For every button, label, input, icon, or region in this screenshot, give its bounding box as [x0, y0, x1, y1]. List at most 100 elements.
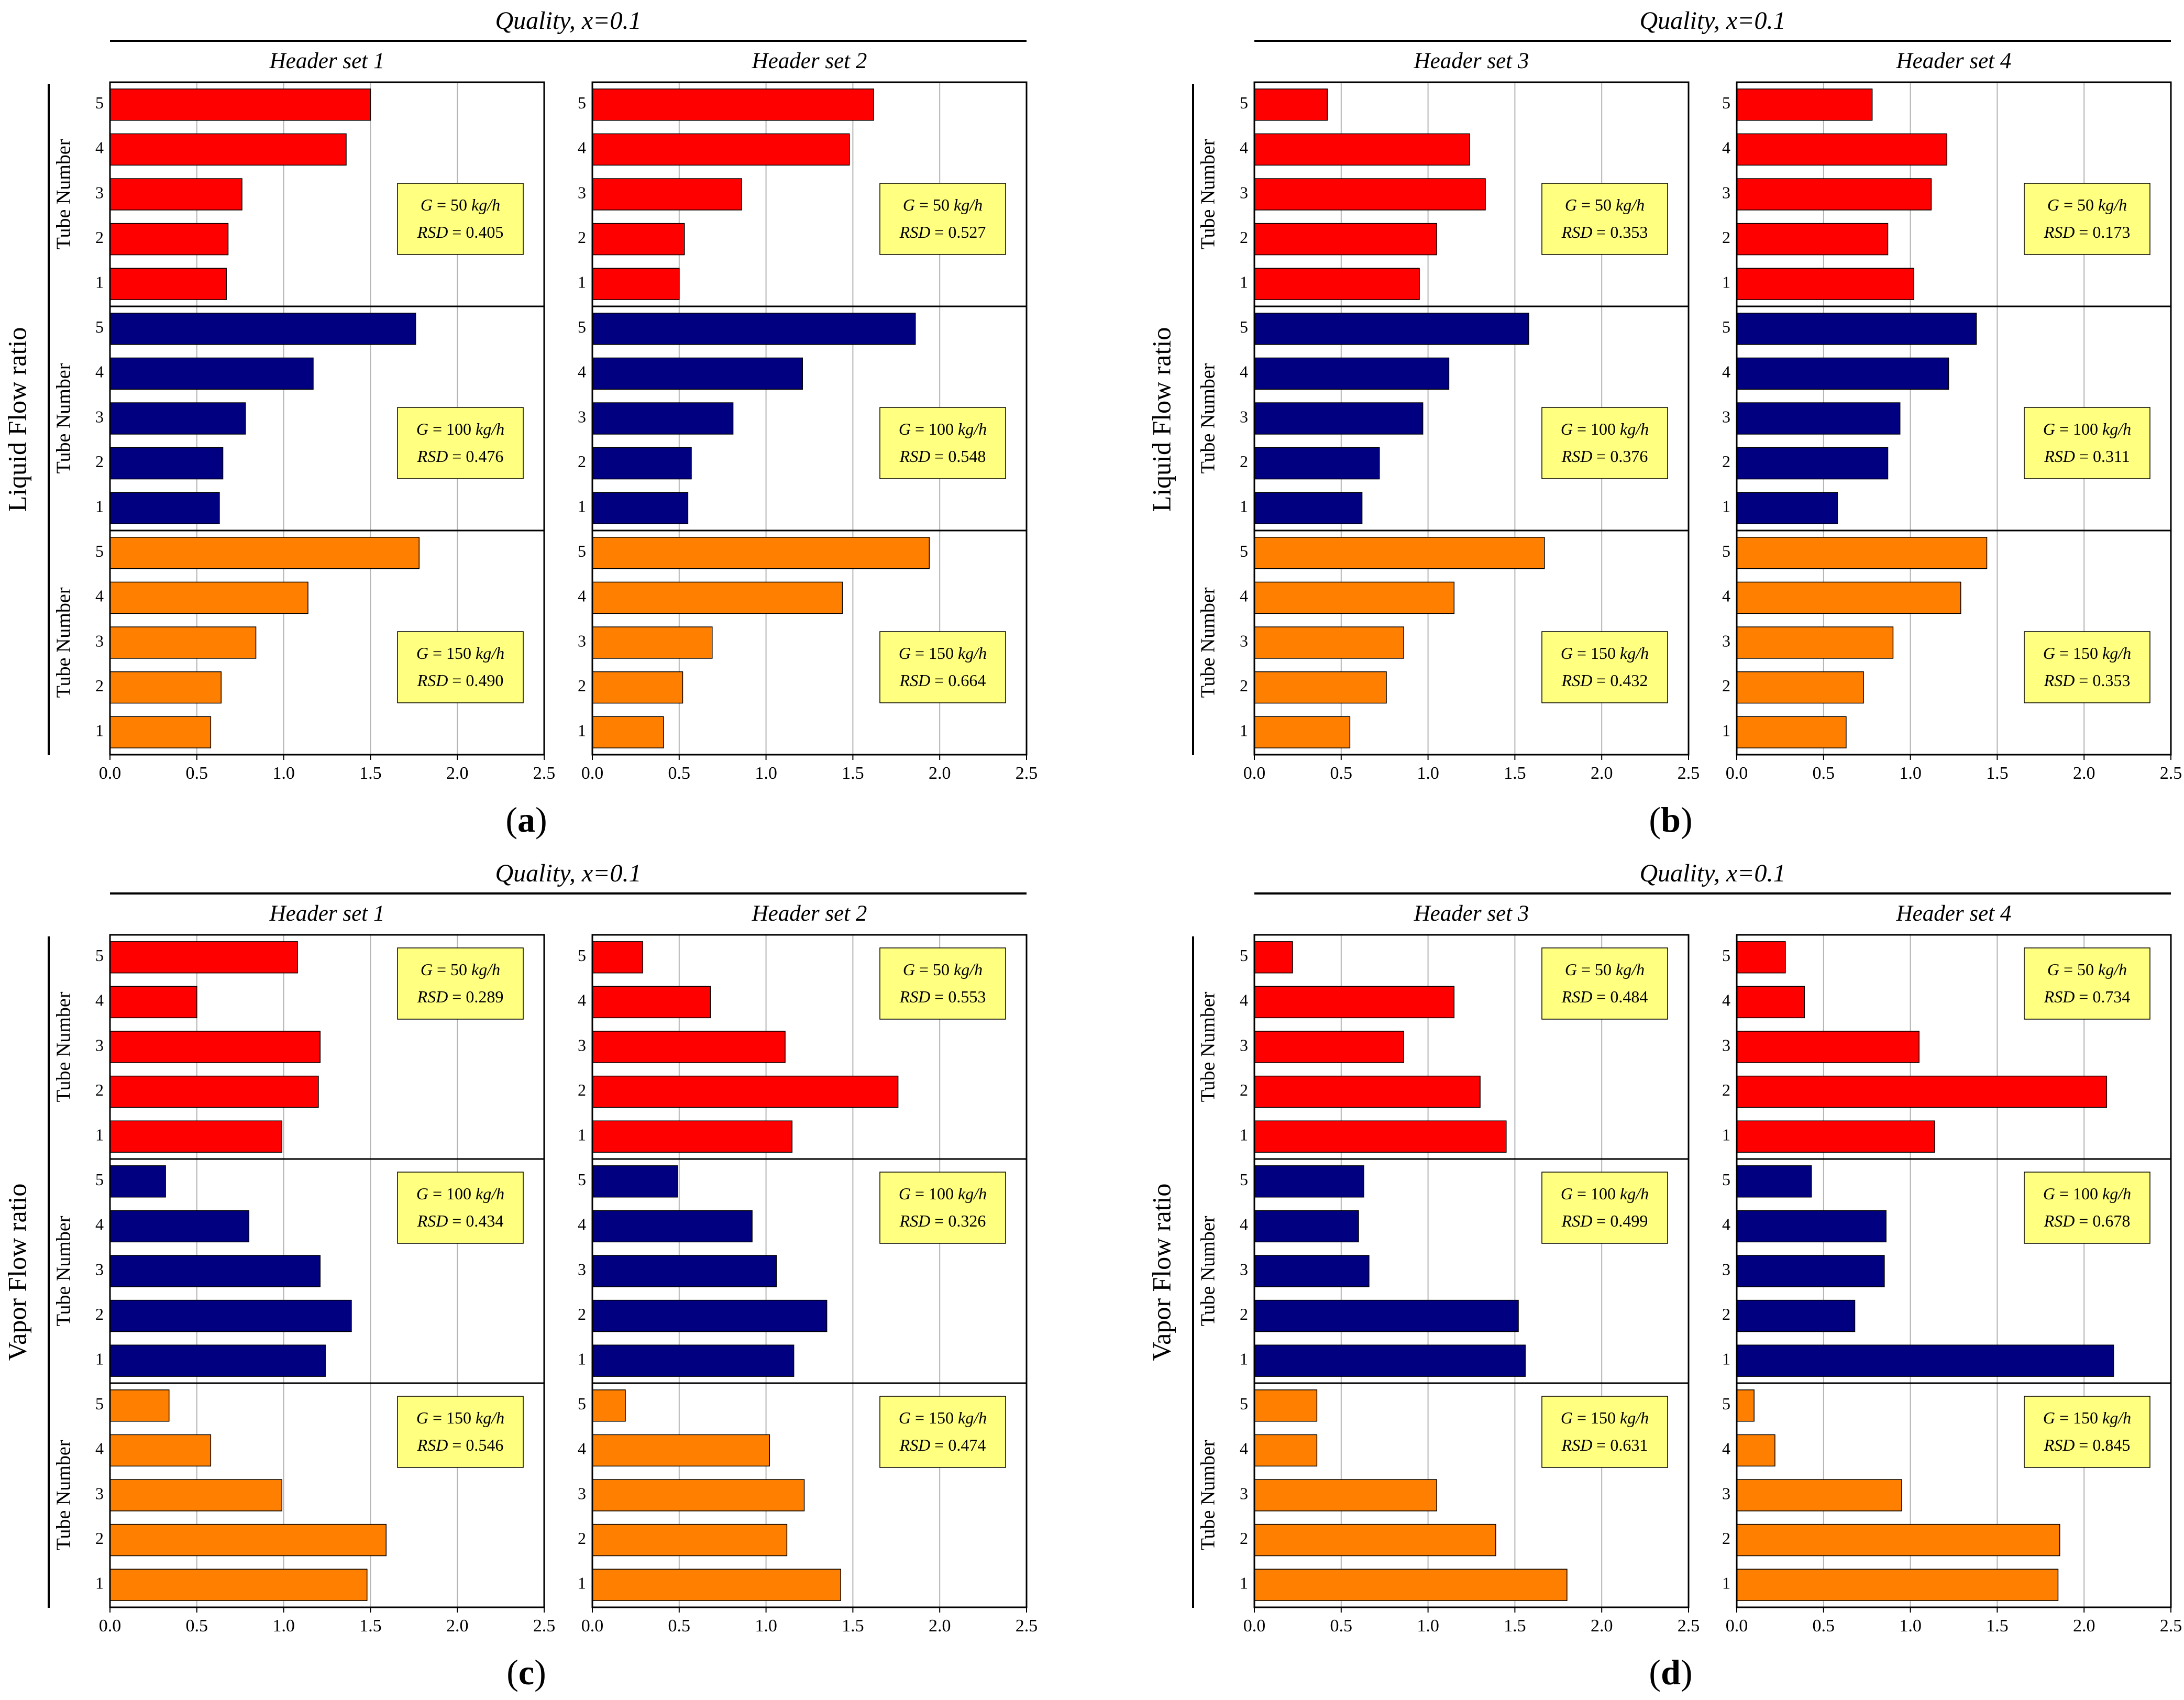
- tube-number-label: 3: [1240, 1035, 1248, 1054]
- tube-number-label: 4: [95, 362, 104, 381]
- rsd-equals: =: [2075, 987, 2092, 1006]
- bar-tube-1: [1254, 716, 1351, 748]
- bar-tube-3: [1254, 178, 1486, 211]
- annotation-g: G = 50 kg/h: [2047, 960, 2127, 979]
- bar-tube-2: [1736, 223, 1889, 256]
- letter-char: c: [519, 1652, 534, 1692]
- tube-number-label: 4: [578, 1439, 586, 1458]
- panel-letter: (b): [1649, 800, 1692, 840]
- tube-number-label: 1: [1722, 721, 1730, 740]
- rsd-value: 0.548: [948, 447, 986, 466]
- tube-number-label: 2: [578, 452, 586, 471]
- bar-tube-5: [592, 941, 643, 974]
- tube-number-label: 5: [95, 317, 104, 336]
- y-axis-label: Tube Number: [53, 1216, 75, 1326]
- g-symbol: G: [416, 1184, 428, 1203]
- tube-number-label: 4: [578, 362, 586, 381]
- rsd-symbol: RSD: [899, 223, 931, 241]
- annotation-g: G = 150 kg/h: [899, 1408, 987, 1427]
- annotation-rsd: RSD = 0.546: [417, 1436, 504, 1454]
- tube-number-label: 5: [1240, 317, 1248, 336]
- tube-number-label: 3: [1240, 631, 1248, 650]
- g-unit: kg/h: [476, 1184, 504, 1203]
- g-unit: kg/h: [476, 420, 504, 438]
- g-space: [467, 195, 471, 214]
- tube-number-label: 1: [1722, 1350, 1730, 1368]
- tube-number-label: 5: [1722, 542, 1730, 560]
- rsd-equals: =: [930, 447, 948, 466]
- rsd-symbol: RSD: [417, 1436, 448, 1454]
- tube-number-label: 3: [1722, 1484, 1730, 1503]
- rsd-symbol: RSD: [417, 987, 448, 1006]
- plot-frame: [591, 934, 1028, 1608]
- bar-tube-4: [109, 986, 197, 1019]
- annotation-g: G = 100 kg/h: [2043, 1184, 2131, 1203]
- g-value: 150: [446, 1408, 471, 1427]
- g-value: 100: [1591, 1184, 1616, 1203]
- bar-tube-3: [1254, 1031, 1404, 1063]
- annotation-box: G = 50 kg/h RSD = 0.734: [2024, 947, 2150, 1020]
- rsd-symbol: RSD: [1561, 671, 1593, 690]
- g-equals: =: [911, 644, 929, 663]
- rsd-symbol: RSD: [2044, 987, 2075, 1006]
- rsd-equals: =: [1592, 671, 1610, 690]
- header-title: Header set 1: [269, 901, 385, 926]
- x-tick-label: 1.0: [755, 1616, 777, 1636]
- letter-paren-open: (: [505, 800, 517, 840]
- x-tick-label: 1.5: [1986, 1616, 2009, 1636]
- panel-letter: (d): [1649, 1652, 1692, 1692]
- bar-tube-2: [592, 447, 692, 480]
- bar-tube-3: [592, 178, 742, 211]
- g-symbol: G: [2043, 420, 2055, 438]
- rsd-symbol: RSD: [2044, 671, 2075, 690]
- bar-tube-4: [109, 581, 308, 614]
- tube-number-label: 5: [1722, 317, 1730, 336]
- annotation-g: G = 50 kg/h: [903, 195, 983, 214]
- bar-tube-5: [109, 89, 371, 121]
- x-tick-label: 1.5: [359, 1616, 382, 1636]
- g-row-100: 1 2 3 4 5 G = 100 kg/h RSD = 0.678: [1722, 1165, 2150, 1377]
- g-symbol: G: [1561, 1408, 1573, 1427]
- annotation-g: G = 50 kg/h: [421, 195, 500, 214]
- annotation-rsd: RSD = 0.664: [899, 671, 986, 690]
- bar-tube-5: [109, 313, 416, 345]
- rsd-equals: =: [1592, 987, 1610, 1006]
- g-equals: =: [915, 960, 933, 979]
- annotation-rsd: RSD = 0.434: [417, 1211, 504, 1230]
- x-tick-label: 1.5: [1504, 1616, 1526, 1636]
- g-row-150: 1 2 3 4 5 G = 150 kg/h RSD = 0.490: [95, 537, 524, 748]
- annotation-bg: [1541, 631, 1668, 703]
- g-symbol: G: [2043, 1408, 2055, 1427]
- g-space: [2094, 960, 2098, 979]
- annotation-rsd: RSD = 0.548: [899, 447, 986, 466]
- bar-tube-5: [1736, 1165, 1812, 1198]
- rsd-equals: =: [2075, 671, 2092, 690]
- g-row-150: 1 2 3 4 5 G = 150 kg/h RSD = 0.546: [95, 1389, 524, 1601]
- bar-tube-2: [109, 1524, 387, 1557]
- bar-tube-2: [1254, 447, 1380, 480]
- bar-tube-4: [592, 581, 843, 614]
- quality-title: Quality, x=0.1: [495, 859, 641, 887]
- tube-number-label: 2: [1240, 1305, 1248, 1323]
- g-value: 50: [2077, 195, 2094, 214]
- annotation-rsd: RSD = 0.476: [417, 447, 504, 466]
- g-unit: kg/h: [2102, 420, 2131, 438]
- g-row-150: 1 2 3 4 5 G = 150 kg/h RSD = 0.631: [1240, 1389, 1668, 1601]
- bar-tube-1: [592, 268, 680, 300]
- annotation-rsd: RSD = 0.527: [899, 223, 986, 241]
- tube-number-label: 5: [578, 1394, 586, 1413]
- x-tick-label: 2.0: [1591, 764, 1613, 783]
- annotation-rsd: RSD = 0.353: [2044, 671, 2131, 690]
- x-tick-label: 2.5: [533, 764, 556, 783]
- tube-number-label: 5: [95, 542, 104, 560]
- g-equals: =: [1573, 1184, 1591, 1203]
- bar-tube-3: [592, 1255, 777, 1287]
- g-unit: kg/h: [2102, 644, 2131, 663]
- bar-tube-3: [109, 1031, 321, 1063]
- annotation-rsd: RSD = 0.678: [2044, 1211, 2131, 1230]
- annotation-bg: [2024, 183, 2150, 255]
- g-symbol: G: [899, 1408, 911, 1427]
- g-value: 150: [929, 644, 954, 663]
- rsd-value: 0.326: [948, 1211, 986, 1230]
- bar-tube-1: [1736, 716, 1847, 748]
